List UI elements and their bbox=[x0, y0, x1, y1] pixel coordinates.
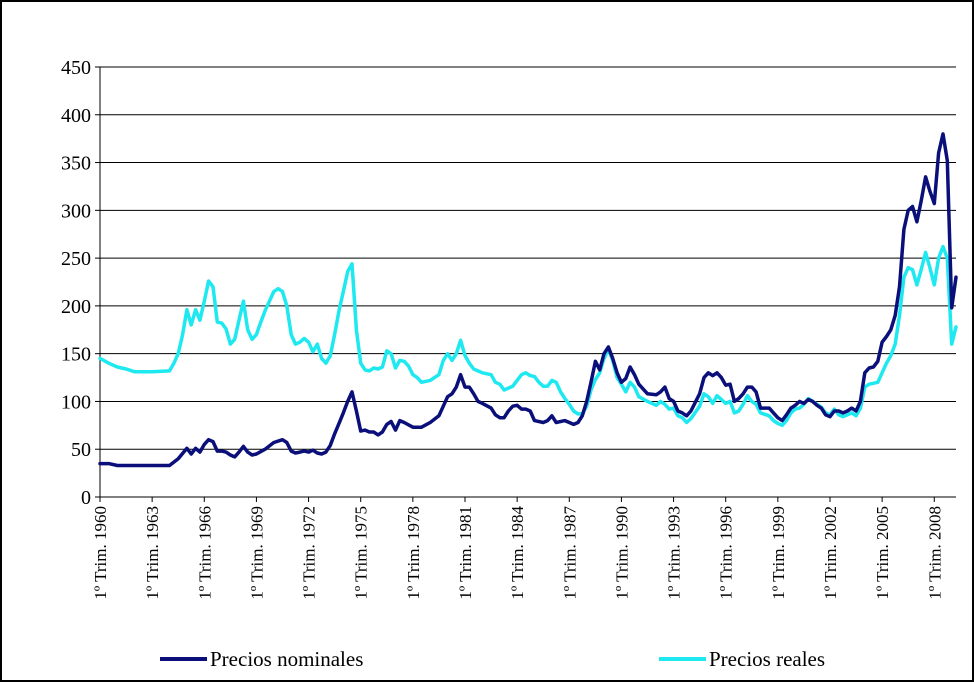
y-tick-label: 250 bbox=[61, 248, 91, 270]
x-tick-label: 1º Trim. 1996 bbox=[717, 506, 736, 600]
series-line-nominales bbox=[98, 132, 958, 468]
y-tick-label: 50 bbox=[71, 439, 91, 461]
x-tick-label: 1º Trim. 2002 bbox=[821, 506, 840, 600]
x-tick-label: 1º Trim. 1975 bbox=[352, 506, 371, 600]
x-tick-label: 1º Trim. 1963 bbox=[143, 506, 162, 600]
x-tick-label: 1º Trim. 1984 bbox=[508, 506, 527, 600]
plot-series bbox=[98, 132, 958, 468]
y-tick-label: 0 bbox=[81, 487, 91, 509]
x-tick-label: 1º Trim. 2005 bbox=[873, 506, 892, 600]
x-tick-label: 1º Trim. 1969 bbox=[247, 506, 266, 600]
y-tick-label: 150 bbox=[61, 344, 91, 366]
x-tick-label: 1º Trim. 1960 bbox=[91, 506, 110, 600]
x-tick-label: 1º Trim. 1993 bbox=[665, 506, 684, 600]
y-tick-label: 450 bbox=[61, 57, 91, 79]
x-tick-label: 1º Trim. 1981 bbox=[456, 506, 475, 600]
x-tick-label: 1º Trim. 1999 bbox=[769, 506, 788, 600]
y-tick-label: 200 bbox=[61, 296, 91, 318]
x-tick-label: 1º Trim. 1978 bbox=[404, 506, 423, 600]
y-axis: 0 50 100 150 200 250 300 350 400 450 bbox=[61, 57, 101, 509]
y-tick-label: 350 bbox=[61, 153, 91, 175]
legend-label-nominales: Precios nominales bbox=[210, 647, 363, 671]
x-tick-label: 1º Trim. 1972 bbox=[300, 506, 319, 600]
x-tick-label: 1º Trim. 1990 bbox=[612, 506, 631, 600]
legend: Precios nominales Precios reales bbox=[160, 647, 825, 671]
x-tick-label: 1º Trim. 1966 bbox=[195, 506, 214, 600]
x-axis: 1º Trim. 1960 1º Trim. 1963 1º Trim. 1966 1… bbox=[91, 496, 956, 600]
legend-label-reales: Precios reales bbox=[709, 647, 825, 671]
y-tick-label: 100 bbox=[61, 391, 91, 413]
y-tick-label: 400 bbox=[61, 105, 91, 127]
x-tick-label: 1º Trim. 1987 bbox=[560, 506, 579, 600]
y-tick-label: 300 bbox=[61, 200, 91, 222]
x-tick-label: 1º Trim. 2008 bbox=[925, 506, 944, 600]
